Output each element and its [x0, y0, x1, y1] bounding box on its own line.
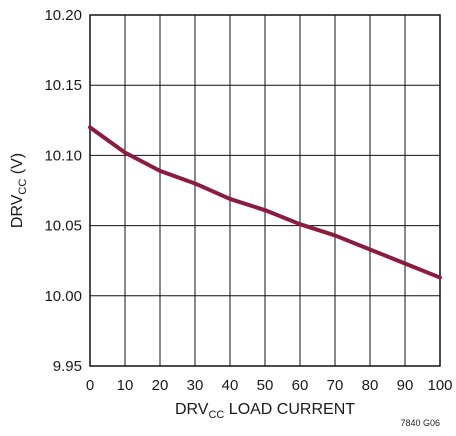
- x-gridlines: [89, 15, 441, 366]
- x-tick-label: 60: [292, 377, 309, 394]
- y-tick-label: 9.95: [53, 358, 82, 375]
- y-tick-label: 10.05: [44, 218, 82, 235]
- x-axis-label-main: DRV: [175, 401, 209, 418]
- x-axis-label-rest: LOAD CURRENT: [224, 401, 355, 418]
- y-tick-label: 10.15: [44, 77, 82, 94]
- y-axis-label-rest: (V): [9, 153, 26, 179]
- x-tick-label: 90: [397, 377, 414, 394]
- figure-code: 7840 G06: [400, 418, 440, 428]
- y-tick-labels: 9.95 10.00 10.05 10.10 10.15 10.20: [44, 7, 82, 375]
- x-tick-label: 70: [327, 377, 344, 394]
- x-tick-label: 40: [222, 377, 239, 394]
- plot-area-frame: [89, 14, 441, 367]
- series-layer: [88, 125, 442, 280]
- x-tick-label: 100: [427, 377, 452, 394]
- x-tick-label: 30: [187, 377, 204, 394]
- x-axis-label: DRVCC LOAD CURRENT: [175, 401, 355, 421]
- y-axis-label-subscript: CC: [17, 179, 29, 195]
- x-tick-label: 10: [117, 377, 134, 394]
- y-axis-label-main: DRV: [9, 194, 26, 228]
- x-tick-label: 0: [86, 377, 94, 394]
- x-tick-label: 80: [362, 377, 379, 394]
- y-tick-label: 10.20: [44, 7, 82, 24]
- x-tick-label: 20: [152, 377, 169, 394]
- x-tick-labels: 0 10 20 30 40 50 60 70 80 90 100: [86, 377, 453, 394]
- y-tick-label: 10.00: [44, 288, 82, 305]
- y-tick-label: 10.10: [44, 147, 82, 164]
- x-tick-label: 50: [257, 377, 274, 394]
- y-axis-label: DRVCC (V): [9, 153, 29, 228]
- series-line: [88, 125, 442, 280]
- x-axis-label-subscript: CC: [208, 409, 224, 421]
